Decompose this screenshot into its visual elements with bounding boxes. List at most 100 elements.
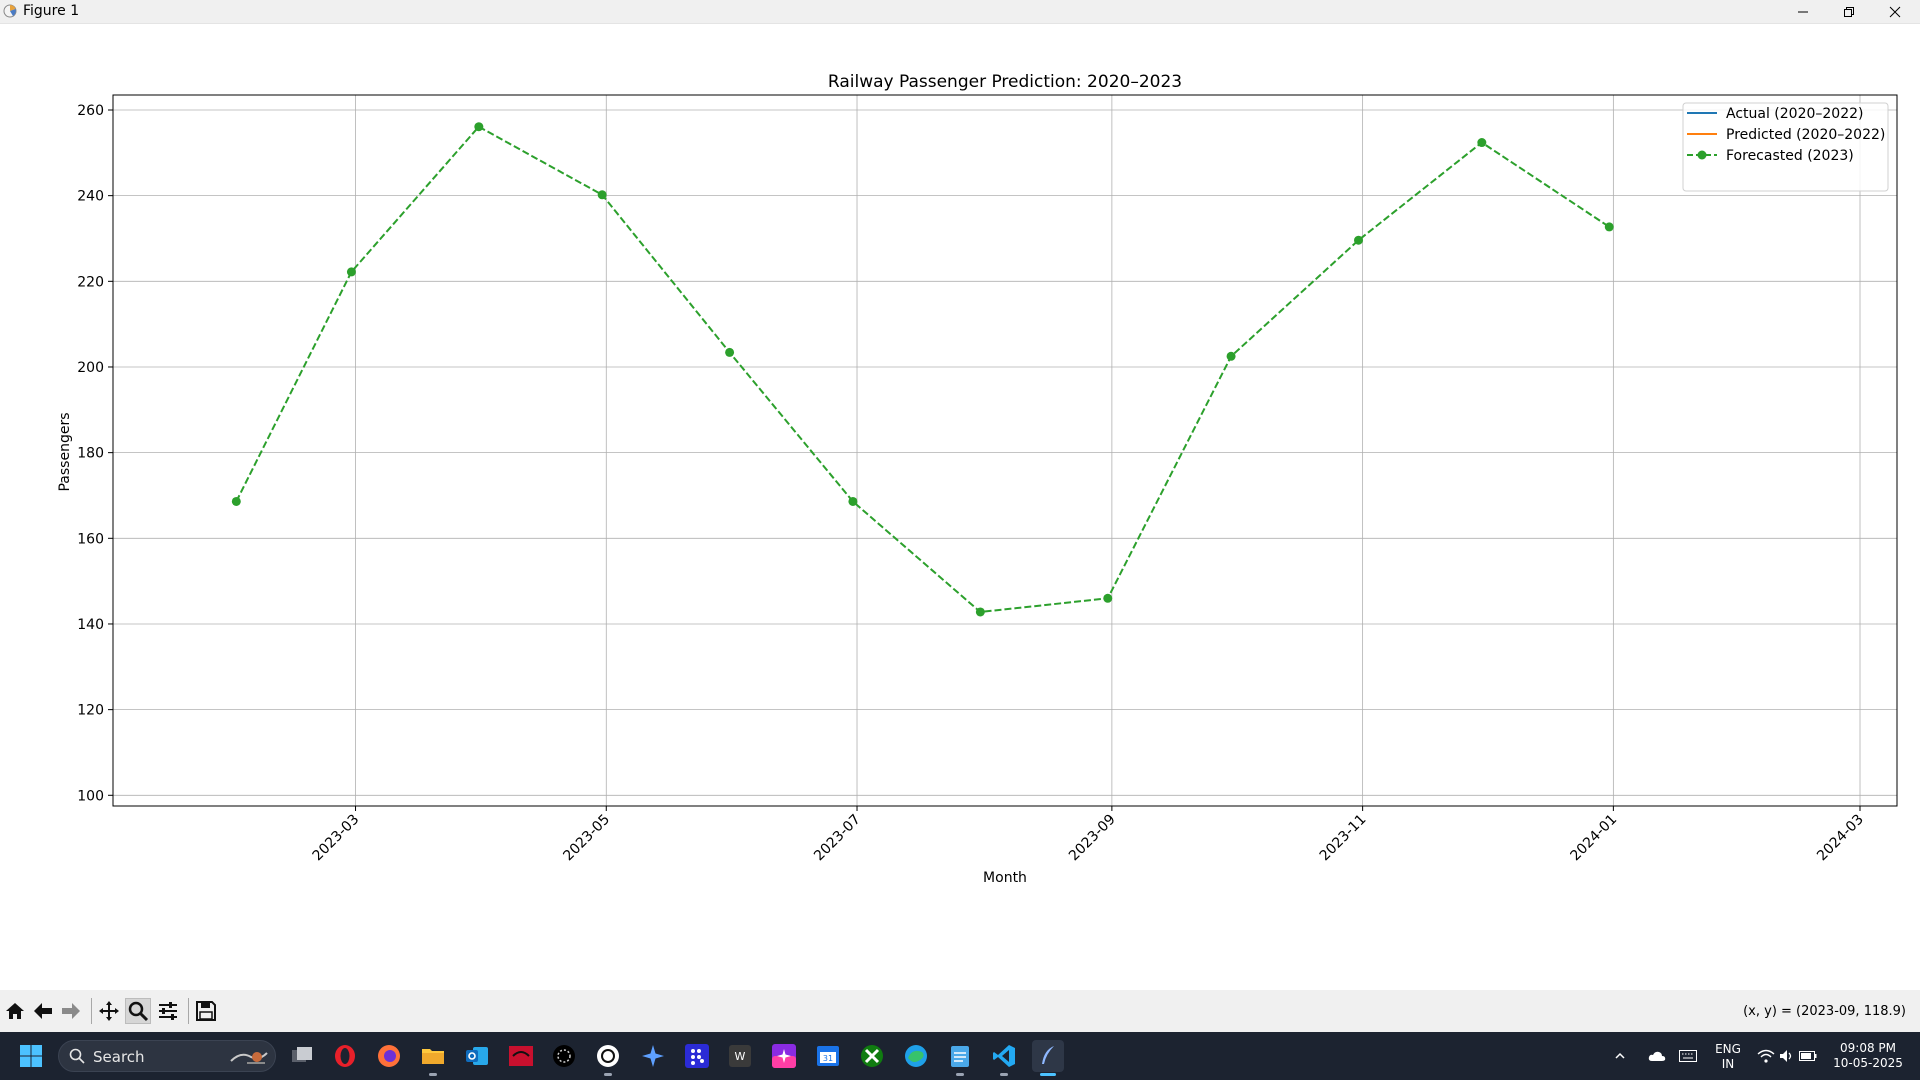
running-indicator bbox=[604, 1073, 612, 1076]
window-title: Figure 1 bbox=[23, 3, 80, 19]
perplexity-icon bbox=[553, 1045, 575, 1067]
y-tick-label: 220 bbox=[77, 274, 104, 290]
python-feather-icon bbox=[1042, 1046, 1054, 1064]
taskbar-calendar[interactable]: 31 bbox=[812, 1040, 844, 1072]
forward-button[interactable] bbox=[58, 998, 84, 1024]
taskbar-outlook[interactable] bbox=[461, 1040, 493, 1072]
svg-text:31: 31 bbox=[823, 1054, 833, 1063]
data-point bbox=[725, 347, 735, 357]
taskbar-app-red[interactable] bbox=[505, 1040, 537, 1072]
data-point bbox=[1103, 593, 1113, 603]
save-button[interactable] bbox=[193, 998, 219, 1024]
tray-quick-settings[interactable] bbox=[1752, 1040, 1822, 1072]
taskbar-edge[interactable] bbox=[900, 1040, 932, 1072]
window-title-bar: Figure 1 bbox=[0, 0, 1920, 24]
toolbar-separator bbox=[91, 998, 92, 1024]
taskbar-word-app[interactable]: W bbox=[724, 1040, 756, 1072]
word-app-icon: W bbox=[729, 1045, 751, 1067]
opera-icon bbox=[335, 1045, 355, 1067]
data-point bbox=[848, 496, 858, 506]
y-tick-label: 200 bbox=[77, 360, 104, 376]
restore-icon bbox=[1844, 6, 1854, 17]
battery-icon bbox=[1799, 1051, 1817, 1061]
vscode-icon bbox=[993, 1045, 1015, 1067]
restore-button[interactable] bbox=[1826, 0, 1872, 23]
legend-box bbox=[1682, 102, 1889, 192]
app-red-icon bbox=[509, 1046, 533, 1066]
taskbar-file-explorer[interactable] bbox=[417, 1040, 449, 1076]
toolbar-separator bbox=[188, 998, 189, 1024]
taskbar-app-grid[interactable] bbox=[681, 1040, 713, 1072]
y-tick-label: 100 bbox=[77, 788, 104, 804]
tray-onedrive[interactable] bbox=[1645, 1040, 1669, 1072]
chatgpt-icon bbox=[597, 1045, 619, 1067]
copilot-icon bbox=[642, 1045, 664, 1067]
taskbar-task-view[interactable] bbox=[286, 1040, 318, 1072]
series-line-forecast bbox=[235, 125, 1610, 614]
legend-label-actual: Actual (2020–2022) bbox=[1726, 106, 1864, 122]
data-point bbox=[474, 122, 484, 132]
taskbar-search-box[interactable]: Search bbox=[58, 1040, 276, 1072]
data-point bbox=[231, 496, 241, 506]
legend: Actual (2020–2022) Predicted (2020–2022)… bbox=[1682, 102, 1889, 192]
tray-overflow-button[interactable] bbox=[1610, 1040, 1630, 1072]
running-indicator bbox=[956, 1073, 964, 1076]
cursor-coordinates: (x, y) = (2023-09, 118.9) bbox=[1743, 1004, 1906, 1019]
matplotlib-app-icon bbox=[3, 4, 17, 18]
clock-time: 09:08 PM bbox=[1840, 1041, 1896, 1055]
chevron-up-icon bbox=[1615, 1052, 1625, 1059]
x-axis-ticks: 2023-03 2023-05 2023-07 2023-09 2023-11 2024-… bbox=[310, 806, 1867, 864]
data-point bbox=[975, 607, 985, 617]
forward-arrow-icon bbox=[62, 1003, 80, 1019]
zoom-icon bbox=[128, 1001, 149, 1022]
legend-label-forecast: Forecasted (2023) bbox=[1726, 148, 1854, 164]
save-icon bbox=[196, 1001, 216, 1021]
task-view-icon bbox=[292, 1047, 312, 1062]
taskbar-perplexity[interactable] bbox=[548, 1040, 580, 1072]
tray-keyboard[interactable] bbox=[1676, 1040, 1700, 1072]
x-tick-label: 2023-11 bbox=[1317, 812, 1370, 865]
home-button[interactable] bbox=[2, 998, 28, 1024]
calendar-icon: 31 bbox=[817, 1046, 839, 1066]
close-button[interactable] bbox=[1872, 0, 1918, 23]
taskbar-firefox[interactable] bbox=[373, 1040, 405, 1072]
data-point bbox=[597, 190, 607, 200]
y-tick-label: 260 bbox=[77, 103, 104, 119]
x-tick-label: 2024-03 bbox=[1814, 812, 1867, 865]
pan-button[interactable] bbox=[96, 998, 122, 1024]
configure-subplots-button[interactable] bbox=[155, 998, 181, 1024]
x-tick-label: 2023-09 bbox=[1066, 812, 1119, 865]
taskbar-copilot[interactable] bbox=[637, 1040, 669, 1072]
legend-label-predicted: Predicted (2020–2022) bbox=[1726, 127, 1885, 143]
minimize-button[interactable] bbox=[1780, 0, 1826, 23]
tray-language[interactable]: ENG IN bbox=[1712, 1042, 1744, 1072]
taskbar-vscode[interactable] bbox=[988, 1040, 1020, 1076]
back-button[interactable] bbox=[30, 998, 56, 1024]
notepad-icon bbox=[951, 1046, 969, 1067]
taskbar-app-star[interactable] bbox=[768, 1040, 800, 1072]
file-explorer-icon bbox=[422, 1049, 444, 1064]
data-point bbox=[1477, 138, 1487, 148]
zoom-button[interactable] bbox=[125, 998, 151, 1024]
start-button[interactable] bbox=[15, 1040, 47, 1072]
language-code: ENG bbox=[1715, 1042, 1741, 1056]
keyboard-icon bbox=[1679, 1050, 1697, 1062]
figure-canvas[interactable]: 100 120 140 160 180 200 220 240 260 2023-03 2023-… bbox=[0, 24, 1920, 989]
pan-icon bbox=[99, 1001, 119, 1021]
outlook-icon bbox=[466, 1047, 488, 1065]
xbox-icon bbox=[861, 1045, 883, 1067]
taskbar-xbox[interactable] bbox=[856, 1040, 888, 1072]
data-point bbox=[346, 267, 356, 277]
data-point bbox=[1226, 351, 1236, 361]
legend-marker-forecast bbox=[1697, 150, 1707, 160]
y-tick-label: 120 bbox=[77, 703, 104, 719]
taskbar-chatgpt[interactable] bbox=[592, 1040, 624, 1076]
tray-clock[interactable]: 09:08 PM 10-05-2025 bbox=[1828, 1041, 1908, 1071]
plot-toolbar: (x, y) = (2023-09, 118.9) bbox=[0, 990, 1920, 1032]
taskbar-opera[interactable] bbox=[329, 1040, 361, 1072]
running-indicator bbox=[1000, 1073, 1008, 1076]
close-icon bbox=[1889, 6, 1901, 17]
taskbar-notepad[interactable] bbox=[944, 1040, 976, 1076]
taskbar-python-figure[interactable] bbox=[1032, 1040, 1064, 1076]
app-star-icon bbox=[772, 1044, 796, 1068]
